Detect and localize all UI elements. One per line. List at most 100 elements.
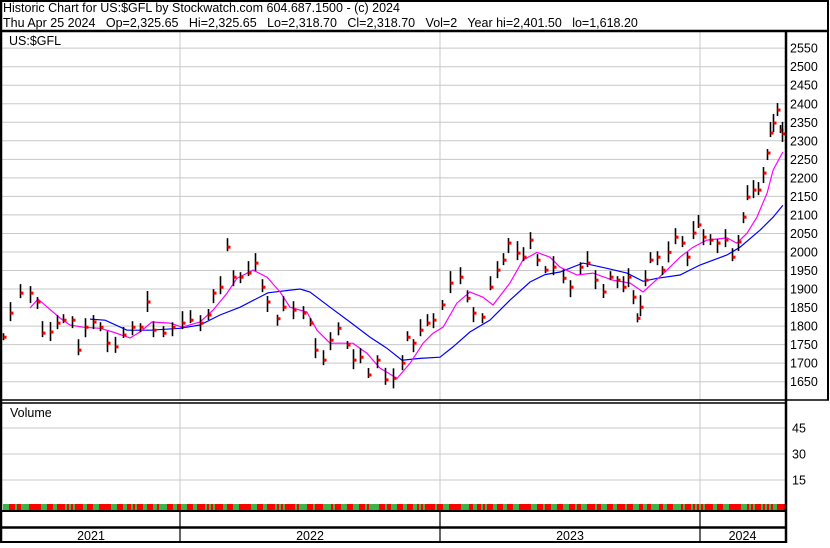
volume-bar <box>147 504 149 510</box>
close-tick <box>153 328 157 332</box>
close-tick <box>770 131 774 135</box>
volume-bar <box>655 504 657 510</box>
volume-bar <box>773 504 775 510</box>
close-tick <box>50 330 54 334</box>
volume-bar <box>181 504 183 510</box>
volume-bar <box>41 504 43 510</box>
close-tick <box>497 268 501 272</box>
volume-bar <box>301 504 303 510</box>
moving-average-long-line <box>89 204 784 361</box>
volume-bar <box>169 504 171 510</box>
volume-bar <box>771 504 773 510</box>
close-tick <box>637 316 641 320</box>
close-tick <box>368 373 372 377</box>
volume-bar <box>683 504 685 510</box>
volume-bar <box>65 504 67 510</box>
price-tick-label: 1900 <box>790 283 818 297</box>
volume-bar <box>111 504 113 510</box>
volume-bar <box>349 504 351 510</box>
year-axis-labels: 2021 2022 2023 2024 <box>77 529 756 543</box>
volume-bar <box>357 504 359 510</box>
close-tick <box>773 121 777 125</box>
volume-bar <box>93 504 95 510</box>
close-tick <box>377 358 381 362</box>
volume-bar <box>759 504 761 510</box>
year-label: 2022 <box>296 529 324 543</box>
volume-bar <box>541 504 543 510</box>
price-tick-label: 1650 <box>790 375 818 389</box>
close-tick <box>725 238 729 242</box>
close-tick <box>763 171 767 175</box>
volume-bar <box>21 504 23 510</box>
close-tick <box>85 325 89 329</box>
volume-bar <box>365 504 367 510</box>
volume-bar <box>513 504 515 510</box>
volume-bar <box>433 504 435 510</box>
volume-bar <box>183 504 185 510</box>
volume-bar <box>425 504 427 510</box>
volume-bar <box>125 504 127 510</box>
close-tick <box>310 321 314 325</box>
volume-bar <box>467 504 469 510</box>
volume-bar <box>209 504 211 510</box>
volume-bar <box>109 504 111 510</box>
volume-bar <box>99 504 101 510</box>
close-tick <box>753 188 757 192</box>
volume-bar <box>259 504 261 510</box>
volume-bar <box>397 504 399 510</box>
close-tick <box>743 215 747 219</box>
volume-bar <box>571 504 573 510</box>
volume-bar <box>543 504 545 510</box>
volume-bar <box>503 504 505 510</box>
volume-bar <box>85 504 87 510</box>
volume-bar <box>27 504 29 510</box>
price-bars <box>2 103 786 389</box>
volume-bar <box>103 504 105 510</box>
volume-bar <box>299 504 301 510</box>
close-tick <box>517 251 521 255</box>
volume-bar <box>255 504 257 510</box>
volume-bar <box>303 504 305 510</box>
close-tick <box>132 325 136 329</box>
volume-bar <box>615 504 617 510</box>
volume-bar <box>453 504 455 510</box>
close-tick <box>537 258 541 262</box>
volume-bar <box>215 504 217 510</box>
volume-bar <box>7 504 9 510</box>
volume-bar <box>19 504 21 510</box>
volume-bar <box>227 504 229 510</box>
price-tick-label: 2200 <box>790 171 818 185</box>
volume-bar <box>521 504 523 510</box>
volume-bar <box>363 504 365 510</box>
volume-bar <box>203 504 205 510</box>
volume-bar <box>593 504 595 510</box>
volume-bar <box>751 504 753 510</box>
volume-bar <box>487 504 489 510</box>
grid-lines <box>2 31 785 510</box>
volume-bar <box>3 504 5 510</box>
volume-bar <box>451 504 453 510</box>
volume-bar <box>715 504 717 510</box>
volume-bar <box>379 504 381 510</box>
close-tick <box>303 311 307 315</box>
close-tick <box>698 223 702 227</box>
volume-bar <box>761 504 763 510</box>
volume-bar <box>693 504 695 510</box>
close-tick <box>563 276 567 280</box>
volume-bar <box>489 504 491 510</box>
volume-bar <box>417 504 419 510</box>
volume-bar <box>687 504 689 510</box>
volume-bar <box>121 504 123 510</box>
volume-bar <box>697 504 699 510</box>
close-tick <box>10 311 14 315</box>
volume-bar <box>649 504 651 510</box>
volume-bar <box>671 504 673 510</box>
price-tick-label: 2250 <box>790 153 818 167</box>
volume-bar <box>717 504 719 510</box>
volume-bar <box>143 504 145 510</box>
volume-bar <box>201 504 203 510</box>
volume-bar <box>723 504 725 510</box>
close-tick <box>657 255 661 259</box>
volume-bar <box>627 504 629 510</box>
volume-bar <box>319 504 321 510</box>
